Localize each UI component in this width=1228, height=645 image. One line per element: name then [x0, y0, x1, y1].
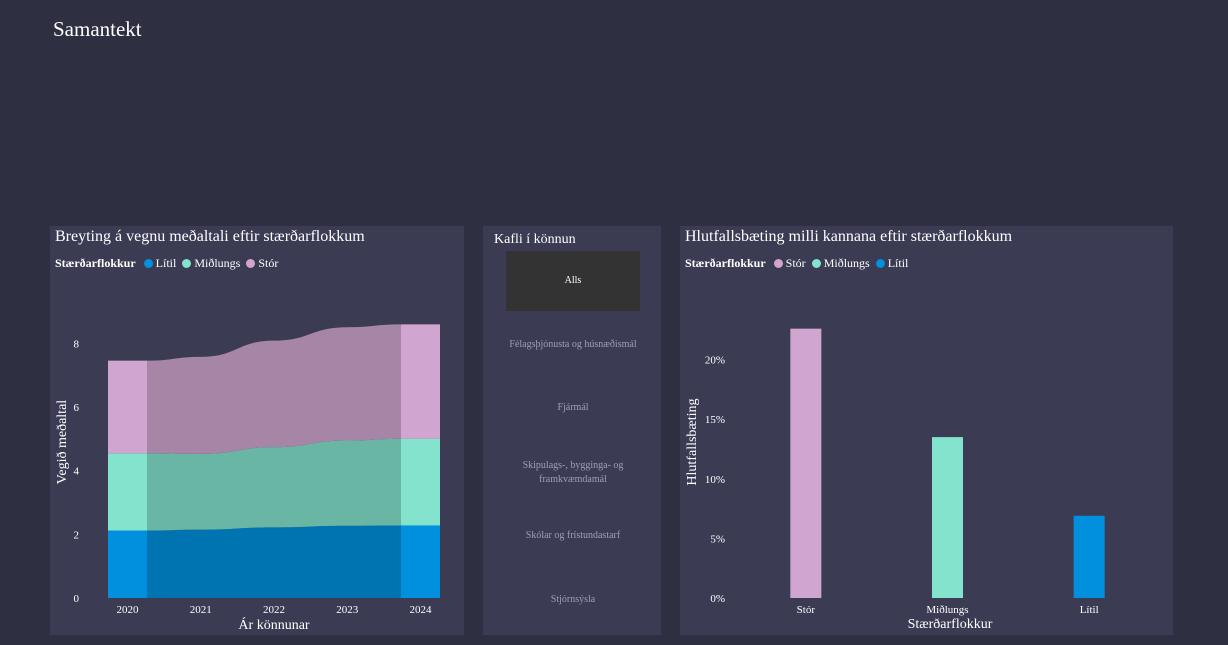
bar-stór: [790, 328, 822, 598]
bar-lítil: [1073, 515, 1105, 598]
chart-title: Hlutfallsbæting milli kannana eftir stær…: [685, 228, 1013, 245]
ribbon-lítil: [147, 525, 401, 598]
slicer-item-fjarmal[interactable]: Fjármál: [557, 402, 589, 413]
legend-title: Stærðarflokkur: [685, 256, 766, 270]
section-slicer-panel: Kafli í könnun Alls Félagsþjónusta og hú…: [483, 226, 661, 635]
chart-title: Breyting á vegnu meðaltali eftir stærðar…: [55, 228, 365, 245]
y-tick-label: 10%: [705, 474, 725, 486]
y-tick-label: 0: [74, 593, 80, 605]
legend-label: Lítil: [155, 256, 177, 270]
column-segment-2020-lítil: [108, 530, 147, 598]
y-axis-title: Hlutfallsbæting: [685, 398, 700, 485]
x-tick-label: 2022: [263, 604, 285, 616]
x-tick-label: 2021: [190, 604, 212, 616]
y-tick-label: 0%: [710, 593, 725, 605]
column-segment-2024-miðlungs: [401, 438, 440, 526]
legend-item[interactable]: Lítil: [875, 256, 909, 271]
y-tick-label: 4: [74, 466, 80, 478]
slicer-item-skipulags[interactable]: Skipulags-, bygginga- og framkvæmdamál: [522, 460, 624, 485]
legend-label: Miðlungs: [194, 256, 241, 270]
legend-dot: [182, 259, 192, 268]
legend-item[interactable]: Stór: [773, 256, 806, 271]
legend-dot: [143, 259, 153, 268]
x-tick-label: 2023: [336, 604, 359, 616]
x-tick-label: Lítil: [1080, 604, 1099, 616]
x-tick-label: 2020: [117, 604, 140, 616]
chart-legend: Stærðarflokkur Stór Miðlungs Lítil: [685, 256, 908, 271]
legend-title: Stærðarflokkur: [55, 256, 136, 270]
slicer-item-alls[interactable]: Alls: [506, 251, 640, 311]
bar-miðlungs: [932, 437, 963, 598]
y-tick-label: 5%: [710, 533, 725, 545]
area-chart[interactable]: 0 2 4 6 8 2020 2021 2022 2023 2024 Ár könnunar Vegi…: [50, 226, 464, 635]
legend-label: Stór: [785, 256, 806, 270]
y-tick-label: 2: [74, 529, 80, 541]
legend-dot: [773, 259, 783, 268]
x-axis-title: Ár könnunar: [238, 616, 309, 633]
x-tick-label: Miðlungs: [926, 604, 968, 616]
slicer-title: Kafli í könnun: [494, 232, 576, 247]
legend-item[interactable]: Miðlungs: [811, 256, 870, 271]
column-segment-2020-stór: [108, 360, 147, 454]
ribbon-stór: [147, 324, 401, 454]
legend-dot: [875, 259, 885, 268]
y-tick-label: 20%: [705, 355, 725, 367]
y-tick-label: 8: [74, 338, 80, 350]
legend-item[interactable]: Lítil: [143, 256, 177, 271]
legend-item[interactable]: Stór: [246, 256, 278, 271]
column-segment-2020-miðlungs: [108, 453, 147, 531]
slicer-item-felagsthjonusta[interactable]: Félagsþjónusta og húsnæðismál: [509, 339, 637, 350]
legend-dot: [811, 259, 821, 268]
ribbon-miðlungs: [147, 438, 401, 531]
relative-improvement-chart-panel[interactable]: Hlutfallsbæting milli kannana eftir stær…: [680, 226, 1173, 635]
y-tick-label: 15%: [705, 414, 725, 426]
x-axis-title: Stærðarflokkur: [908, 617, 993, 632]
column-segment-2024-stór: [401, 324, 440, 439]
legend-label: Stór: [258, 256, 279, 270]
bar-chart[interactable]: 0%5%10%15%20%Stór Miðlungs LítilStærðarflo…: [680, 226, 1173, 635]
slicer-item-stjornsysla[interactable]: Stjórnsýsla: [550, 594, 596, 605]
legend-label: Miðlungs: [823, 256, 870, 270]
chart-legend: Stærðarflokkur Lítil Miðlungs Stór: [55, 256, 278, 271]
y-axis-title: Vegið meðaltal: [55, 400, 70, 484]
slicer-item-skolar[interactable]: Skólar og frístundastarf: [525, 530, 621, 541]
x-tick-label: Stór: [797, 604, 816, 616]
x-tick-label: 2024: [410, 604, 433, 616]
page-title: Samantekt: [53, 17, 142, 41]
weighted-average-chart-panel[interactable]: Breyting á vegnu meðaltali eftir stærðar…: [50, 226, 464, 635]
legend-label: Lítil: [887, 256, 909, 270]
legend-item[interactable]: Miðlungs: [182, 256, 240, 271]
legend-dot: [246, 259, 256, 268]
y-tick-label: 6: [74, 402, 80, 414]
column-segment-2024-lítil: [401, 525, 440, 598]
